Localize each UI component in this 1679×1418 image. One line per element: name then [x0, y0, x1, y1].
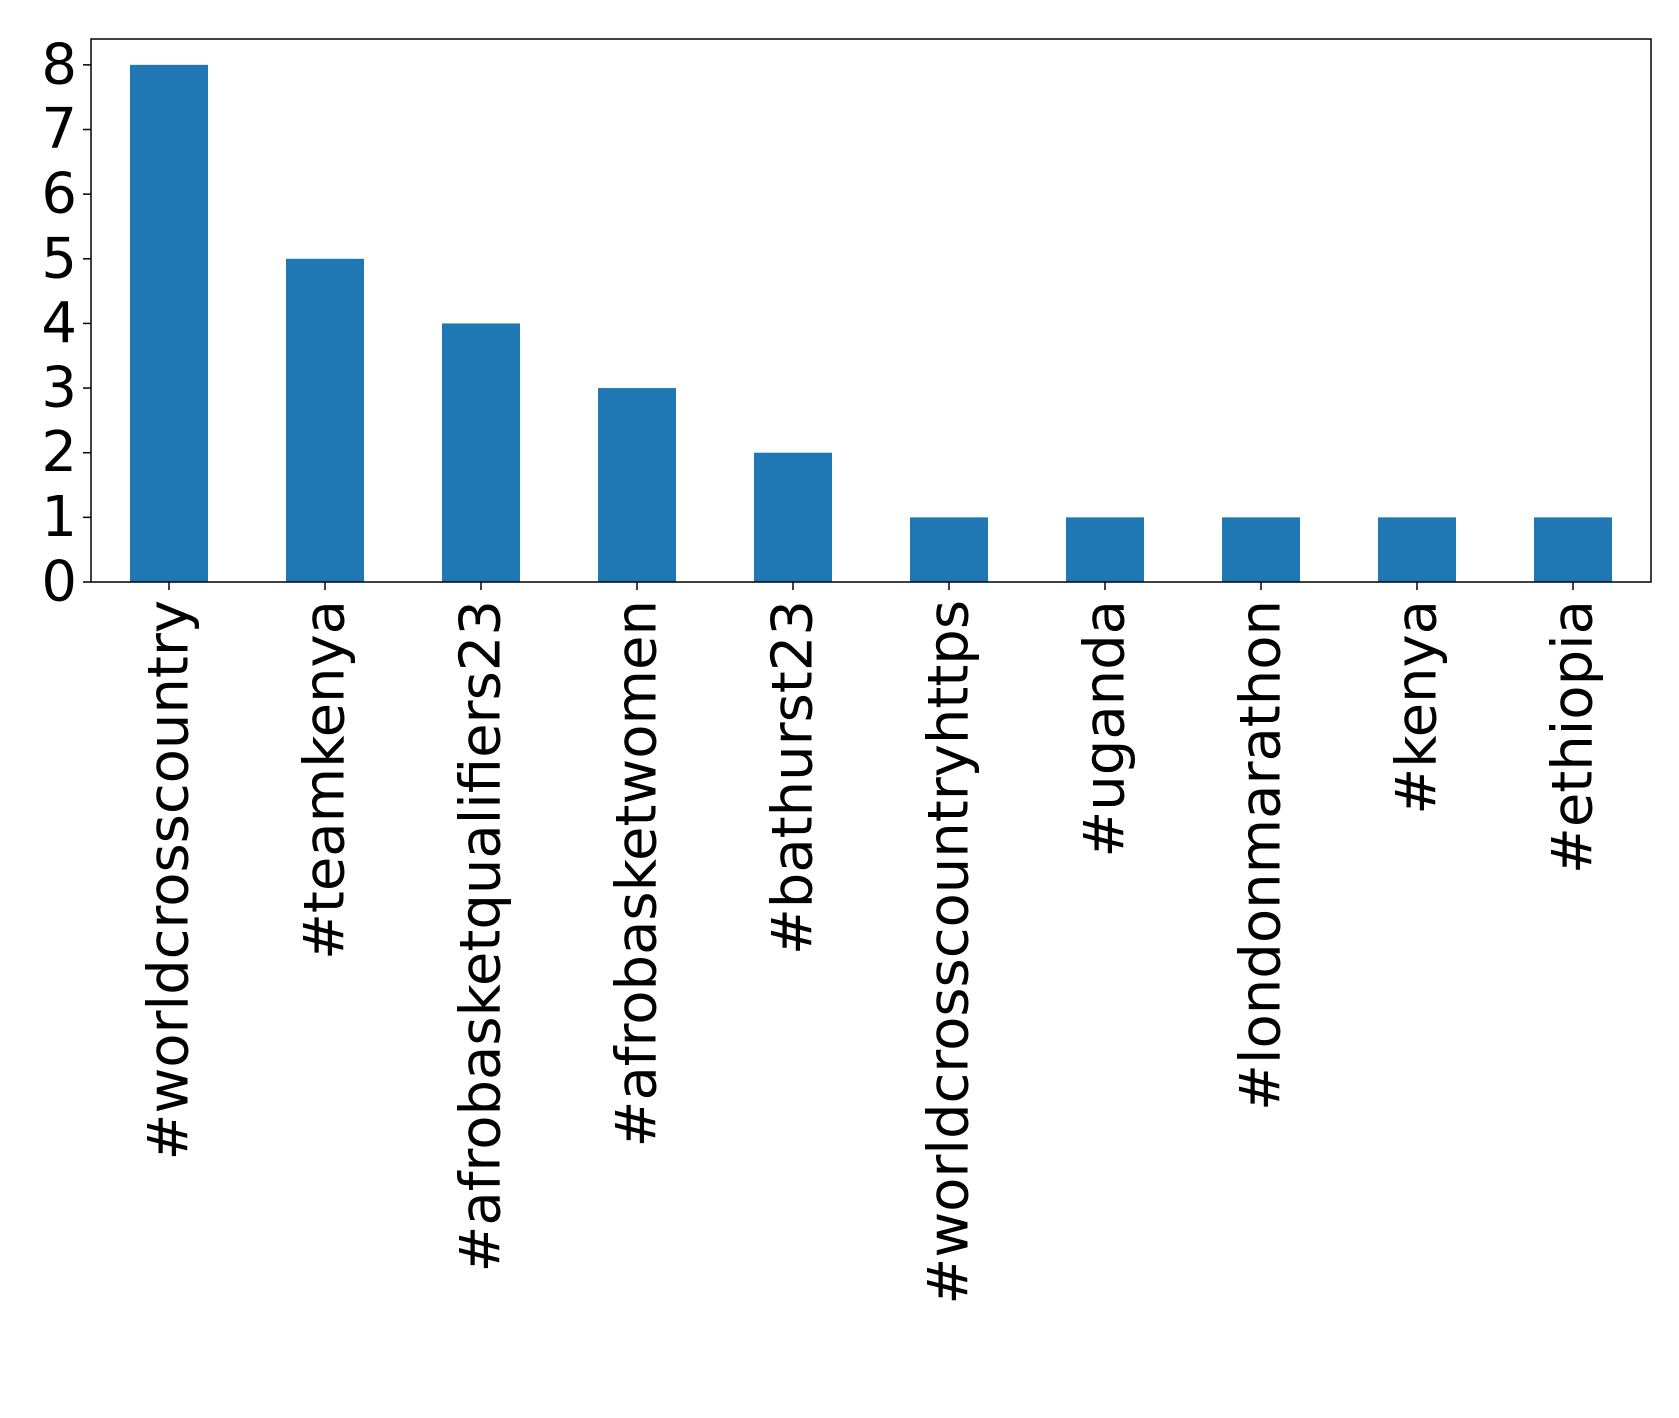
bar — [1534, 517, 1612, 582]
bar — [1066, 517, 1144, 582]
x-tick-label: #ethiopia — [1541, 600, 1606, 874]
bar — [1378, 517, 1456, 582]
y-tick-label: 0 — [41, 550, 77, 615]
x-tick-label: #afrobasketwomen — [605, 600, 670, 1147]
bar — [754, 452, 832, 582]
bar — [1222, 517, 1300, 582]
bar — [910, 517, 988, 582]
y-tick-label: 7 — [41, 97, 77, 162]
x-tick-label: #kenya — [1385, 600, 1450, 815]
y-tick-label: 6 — [41, 162, 77, 227]
x-tick-label: #worldcrosscountry — [137, 600, 202, 1160]
y-tick-label: 8 — [41, 32, 77, 97]
x-tick-label: #londonmarathon — [1229, 600, 1294, 1111]
y-tick-label: 4 — [41, 291, 77, 356]
y-tick-label: 2 — [41, 420, 77, 485]
x-axis: #worldcrosscountry #teamkenya #afrobasketq… — [137, 582, 1606, 1305]
y-tick-label: 5 — [41, 226, 77, 291]
bar — [442, 323, 520, 582]
x-tick-label: #uganda — [1073, 600, 1138, 858]
x-tick-label: #worldcrosscountryhttps — [917, 600, 982, 1305]
y-tick-label: 1 — [41, 485, 77, 550]
bar — [286, 258, 364, 582]
x-tick-label: #teamkenya — [293, 600, 358, 960]
x-tick-label: #afrobasketqualifiers23 — [449, 600, 514, 1273]
x-tick-label: #bathurst23 — [761, 600, 826, 955]
bars-layer — [130, 64, 1612, 583]
y-tick-label: 3 — [41, 356, 77, 421]
bar — [598, 388, 676, 582]
bar — [130, 64, 208, 583]
plot-frame — [90, 38, 1652, 583]
